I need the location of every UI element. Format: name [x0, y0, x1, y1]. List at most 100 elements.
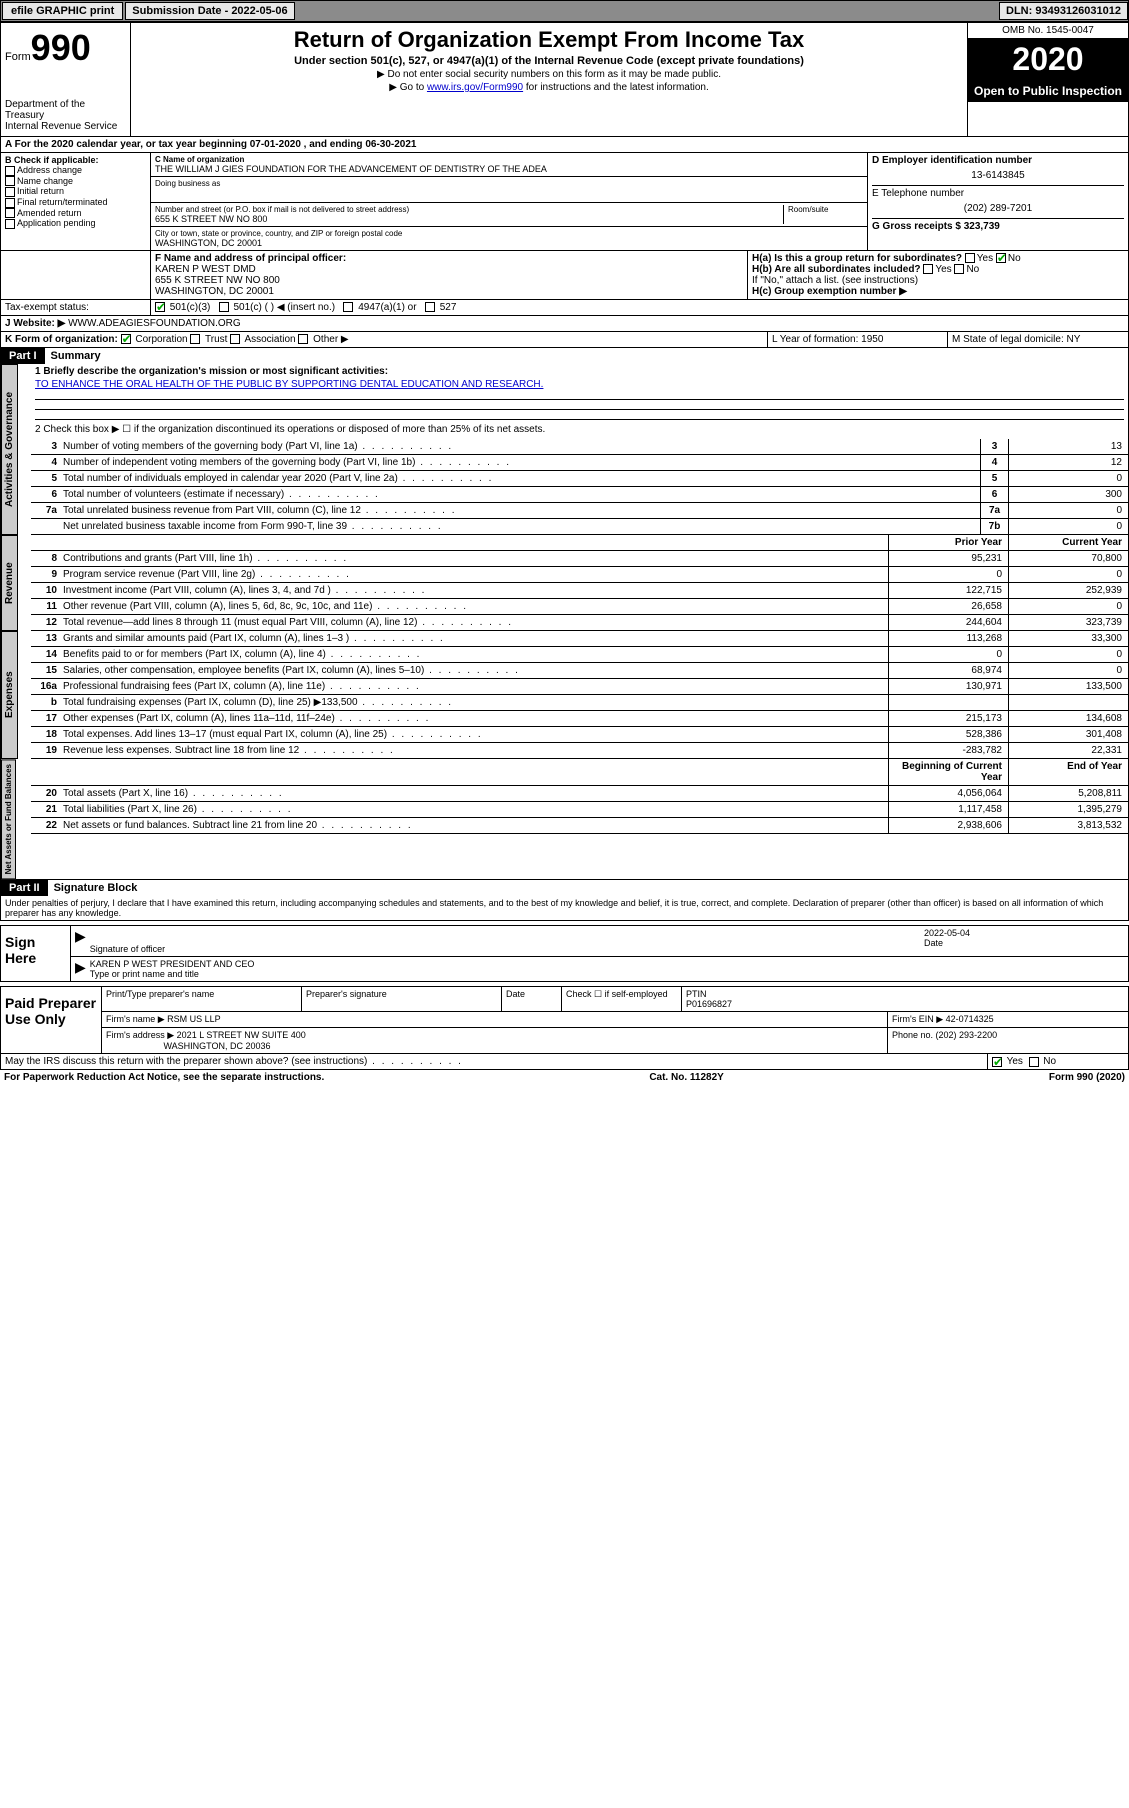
dept-label: Department of the Treasury [5, 99, 126, 121]
line-desc: Professional fundraising fees (Part IX, … [59, 679, 888, 694]
amended-return-checkbox[interactable] [5, 208, 15, 218]
hc-label: H(c) Group exemption number ▶ [752, 286, 1124, 297]
application-pending-checkbox[interactable] [5, 219, 15, 229]
summary-line: 11 Other revenue (Part VIII, column (A),… [31, 599, 1128, 615]
ha-yes: Yes [977, 253, 993, 264]
initial-return-checkbox[interactable] [5, 187, 15, 197]
501c-label: 501(c) ( ) ◀ (insert no.) [233, 302, 335, 313]
form-subtitle: Under section 501(c), 527, or 4947(a)(1)… [135, 55, 963, 67]
section-b-label: B Check if applicable: [5, 155, 146, 165]
501c3-label: 501(c)(3) [170, 302, 211, 313]
501c-checkbox[interactable] [219, 302, 229, 312]
part1-header: Part I [1, 348, 45, 364]
room-label: Room/suite [783, 205, 863, 224]
firm-addr-label: Firm's address ▶ [106, 1030, 174, 1040]
line1-label: 1 Briefly describe the organization's mi… [31, 364, 1128, 379]
line-num: 22 [31, 818, 59, 833]
501c3-checkbox[interactable] [155, 302, 165, 312]
section-c: C Name of organization THE WILLIAM J GIE… [151, 153, 868, 250]
summary-line: 15 Salaries, other compensation, employe… [31, 663, 1128, 679]
trust-checkbox[interactable] [190, 334, 200, 344]
prior-value: 1,117,458 [888, 802, 1008, 817]
corp-checkbox[interactable] [121, 334, 131, 344]
4947-checkbox[interactable] [343, 302, 353, 312]
vert-netassets: Net Assets or Fund Balances [1, 759, 16, 879]
name-change-checkbox[interactable] [5, 176, 15, 186]
ha-no-checkbox[interactable] [996, 253, 1006, 263]
efile-print-button[interactable]: efile GRAPHIC print [2, 2, 123, 20]
hb-no: No [966, 264, 979, 275]
irs-link[interactable]: www.irs.gov/Form990 [427, 82, 523, 93]
other-checkbox[interactable] [298, 334, 308, 344]
line-desc: Grants and similar amounts paid (Part IX… [59, 631, 888, 646]
summary-line: 12 Total revenue—add lines 8 through 11 … [31, 615, 1128, 631]
address-change-checkbox[interactable] [5, 166, 15, 176]
other-label: Other ▶ [313, 334, 348, 345]
officer-name: KAREN P WEST DMD [155, 264, 743, 275]
line-desc: Net unrelated business taxable income fr… [59, 519, 980, 534]
summary-line: 8 Contributions and grants (Part VIII, l… [31, 551, 1128, 567]
prior-year-header: Prior Year [888, 535, 1008, 550]
firm-label: Firm's name ▶ [106, 1014, 165, 1024]
527-label: 527 [440, 302, 457, 313]
officer-addr2: WASHINGTON, DC 20001 [155, 286, 743, 297]
discuss-no-checkbox[interactable] [1029, 1057, 1039, 1067]
prior-value: 528,386 [888, 727, 1008, 742]
assoc-label: Association [244, 334, 295, 345]
summary-line: Net unrelated business taxable income fr… [31, 519, 1128, 535]
summary-line: 9 Program service revenue (Part VIII, li… [31, 567, 1128, 583]
ha-yes-checkbox[interactable] [965, 253, 975, 263]
preparer-block: Paid Preparer Use Only Print/Type prepar… [0, 986, 1129, 1054]
omb-box: OMB No. 1545-0047 2020 Open to Public In… [968, 23, 1128, 136]
discuss-row: May the IRS discuss this return with the… [0, 1054, 1129, 1070]
footer-mid: Cat. No. 11282Y [649, 1072, 723, 1083]
line-box: 5 [980, 471, 1008, 486]
line-num: 9 [31, 567, 59, 582]
527-checkbox[interactable] [425, 302, 435, 312]
line-num: 11 [31, 599, 59, 614]
summary-line: 22 Net assets or fund balances. Subtract… [31, 818, 1128, 834]
submission-date-label: Submission Date - 2022-05-06 [125, 2, 294, 20]
final-return-checkbox[interactable] [5, 198, 15, 208]
ptin-label: PTIN [686, 989, 1124, 999]
hb-yes: Yes [935, 264, 951, 275]
prior-value: 2,938,606 [888, 818, 1008, 833]
summary-line: 7a Total unrelated business revenue from… [31, 503, 1128, 519]
website-label: J Website: ▶ [5, 318, 65, 329]
discuss-yes: Yes [1007, 1056, 1023, 1067]
current-value: 22,331 [1008, 743, 1128, 758]
discuss-yes-checkbox[interactable] [992, 1057, 1002, 1067]
line2-text: 2 Check this box ▶ ☐ if the organization… [31, 420, 1128, 439]
perjury-text: Under penalties of perjury, I declare th… [1, 896, 1128, 920]
line-num: 19 [31, 743, 59, 758]
prior-value: 4,056,064 [888, 786, 1008, 801]
firm-addr1: 2021 L STREET NW SUITE 400 [177, 1030, 306, 1040]
line-desc: Other expenses (Part IX, column (A), lin… [59, 711, 888, 726]
period-row: A For the 2020 calendar year, or tax yea… [0, 137, 1129, 153]
hb-yes-checkbox[interactable] [923, 264, 933, 274]
name-change-label: Name change [17, 176, 73, 186]
hb-no-checkbox[interactable] [954, 264, 964, 274]
summary-line: 19 Revenue less expenses. Subtract line … [31, 743, 1128, 759]
officer-addr1: 655 K STREET NW NO 800 [155, 275, 743, 286]
line-value: 0 [1008, 519, 1128, 534]
summary-line: 3 Number of voting members of the govern… [31, 439, 1128, 455]
note2-post: for instructions and the latest informat… [523, 82, 709, 93]
mission-text: TO ENHANCE THE ORAL HEALTH OF THE PUBLIC… [31, 379, 1128, 390]
current-value [1008, 695, 1128, 710]
form-number: 990 [31, 27, 91, 68]
line-num: 20 [31, 786, 59, 801]
assoc-checkbox[interactable] [230, 334, 240, 344]
org-name-label: C Name of organization [155, 155, 863, 164]
firm-ein: Firm's EIN ▶ 42-0714325 [888, 1012, 1128, 1027]
line-num: 5 [31, 471, 59, 486]
open-public-label: Open to Public Inspection [968, 80, 1128, 102]
officer-label: F Name and address of principal officer: [155, 253, 743, 264]
footer: For Paperwork Reduction Act Notice, see … [0, 1070, 1129, 1085]
line-desc: Total liabilities (Part X, line 26) [59, 802, 888, 817]
prior-value: 215,173 [888, 711, 1008, 726]
line-desc: Total unrelated business revenue from Pa… [59, 503, 980, 518]
line-num: 13 [31, 631, 59, 646]
line-num: 8 [31, 551, 59, 566]
line-desc: Salaries, other compensation, employee b… [59, 663, 888, 678]
